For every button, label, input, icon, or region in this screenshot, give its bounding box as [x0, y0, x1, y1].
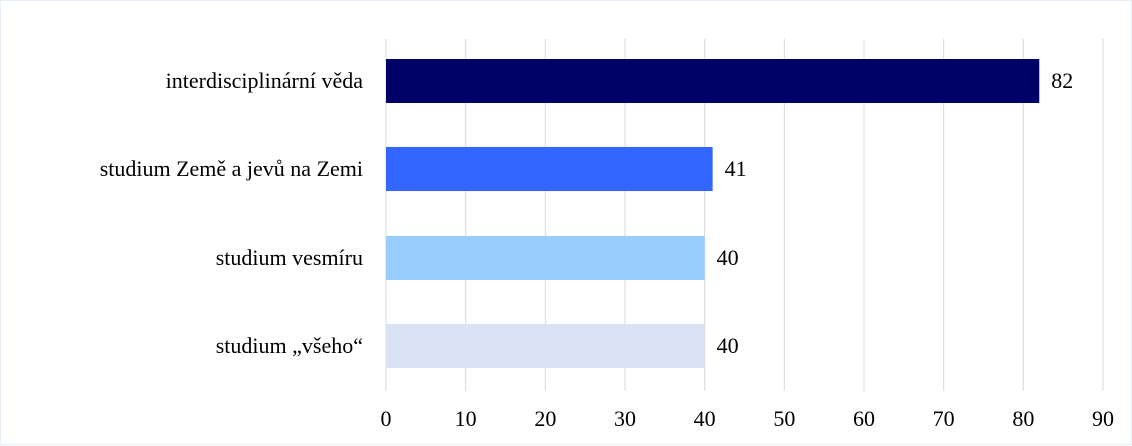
value-label: 40	[717, 245, 739, 270]
bar	[386, 59, 1040, 103]
x-tick-label: 50	[773, 406, 795, 431]
x-tick-label: 60	[853, 406, 875, 431]
bar	[386, 147, 713, 191]
x-tick-label: 40	[694, 406, 716, 431]
x-tick-label: 70	[933, 406, 955, 431]
x-tick-label: 20	[534, 406, 556, 431]
x-tick-label: 0	[381, 406, 392, 431]
category-label-layer: interdisciplinární věda studium Země a je…	[100, 68, 364, 358]
x-tick-label: 80	[1012, 406, 1034, 431]
value-label: 40	[717, 333, 739, 358]
bar-layer	[386, 59, 1040, 368]
category-label: studium Země a jevů na Zemi	[100, 156, 363, 181]
x-tick-label: 10	[455, 406, 477, 431]
x-tick-layer: 0 10 20 30 40 50 60 70 80 90	[381, 406, 1115, 431]
x-tick-label: 30	[614, 406, 636, 431]
value-label: 82	[1051, 68, 1073, 93]
value-label: 41	[725, 156, 747, 181]
bar	[386, 324, 705, 368]
x-tick-label: 90	[1092, 406, 1114, 431]
category-label: studium „všeho“	[216, 333, 363, 358]
value-label-layer: 82 41 40 40	[717, 68, 1074, 358]
bar	[386, 236, 705, 280]
category-label: interdisciplinární věda	[166, 68, 364, 93]
category-label: studium vesmíru	[216, 245, 363, 270]
